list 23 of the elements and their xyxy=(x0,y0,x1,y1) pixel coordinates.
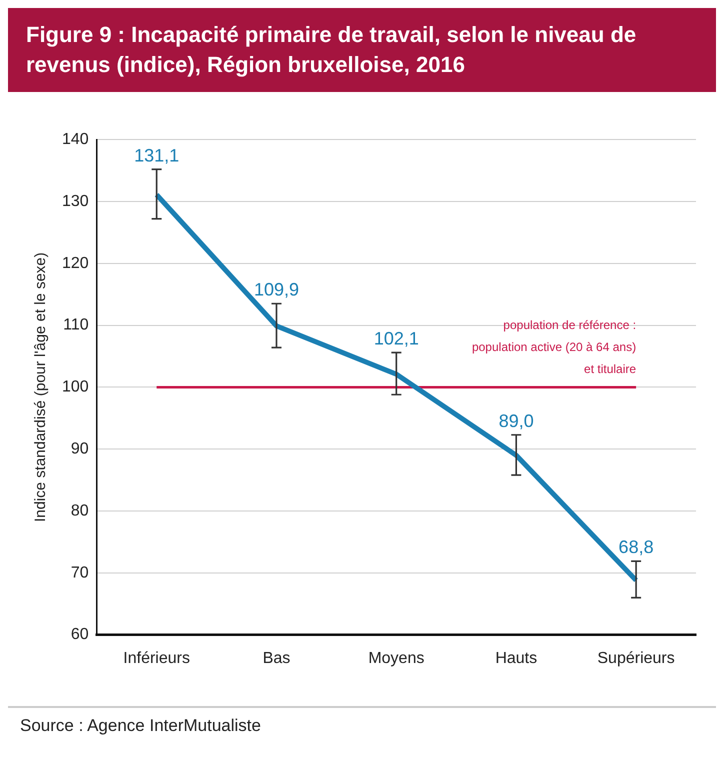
x-tick-label: Bas xyxy=(262,650,290,667)
data-label: 68,8 xyxy=(618,537,654,558)
y-tick-label: 110 xyxy=(63,316,89,334)
x-tick-label: Inférieurs xyxy=(123,650,190,667)
y-axis-title: Indice standardisé (pour l'âge et le sexe) xyxy=(32,252,50,522)
y-tick-label: 130 xyxy=(62,192,89,210)
y-tick-label: 80 xyxy=(70,502,89,520)
ref-line-label: population de référence : population active (20 à 64 ans) et titulaire xyxy=(472,318,636,376)
data-label: 131,1 xyxy=(134,145,180,166)
y-tick-label: 100 xyxy=(62,378,89,396)
data-label: 109,9 xyxy=(254,280,300,300)
x-tick-label: Supérieurs xyxy=(597,650,675,667)
source-note: Source : Agence InterMutualiste xyxy=(20,716,262,736)
y-tick-label: 60 xyxy=(70,626,89,644)
x-tick-label: Moyens xyxy=(368,650,424,667)
y-tick-label: 140 xyxy=(62,131,89,148)
y-tick-label: 70 xyxy=(70,564,89,582)
y-tick-label: 120 xyxy=(62,254,89,272)
data-label: 89,0 xyxy=(498,410,534,431)
chart-title: Figure 9 : Incapacité primaire de travail, selon le niveau de revenus (indice), Région bruxelloise, 2016 xyxy=(8,8,716,92)
y-tick-label: 90 xyxy=(70,440,89,458)
data-label: 102,1 xyxy=(374,328,419,349)
x-tick-label: Hauts xyxy=(495,650,538,667)
